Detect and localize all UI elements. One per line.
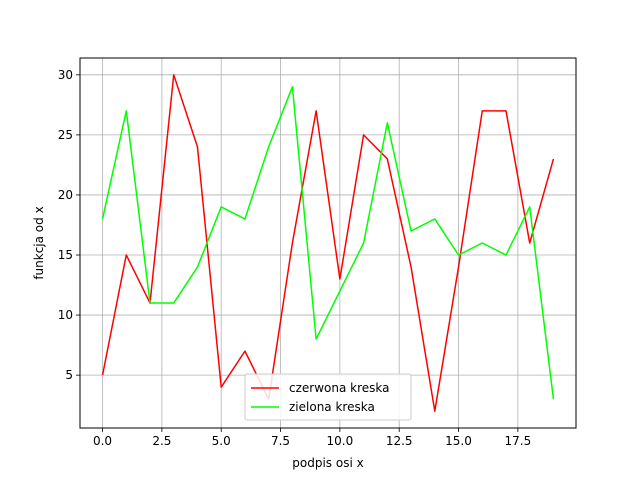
x-tick-label: 2.5 <box>152 434 171 448</box>
x-tick-label: 10.0 <box>327 434 354 448</box>
x-tick-label: 0.0 <box>93 434 112 448</box>
y-tick-label: 20 <box>58 188 73 202</box>
plot-frame <box>79 57 577 429</box>
y-tick-label: 25 <box>58 128 73 142</box>
x-tick-label: 17.5 <box>504 434 531 448</box>
x-tick-label: 7.5 <box>271 434 290 448</box>
x-tick-label: 12.5 <box>386 434 413 448</box>
x-tick-label: 5.0 <box>212 434 231 448</box>
y-axis-label: funkcja od x <box>32 206 46 279</box>
series-lines <box>101 74 555 412</box>
legend-label: zielona kreska <box>289 400 375 414</box>
y-tick-label: 30 <box>58 68 73 82</box>
series-line-2 <box>101 86 555 400</box>
series-line-1 <box>101 74 555 412</box>
legend-box <box>244 373 412 421</box>
y-tick-label: 10 <box>58 308 73 322</box>
legend: czerwona kreska zielona kreska <box>244 373 412 421</box>
axis-ticks: 0.0 2.5 5.0 7.5 10.0 12.5 15.0 17.5 5 10 15 20 25 30 <box>58 68 531 448</box>
x-axis-label: podpis osi x <box>292 456 363 470</box>
y-tick-label: 5 <box>65 368 73 382</box>
y-tick-label: 15 <box>58 248 73 262</box>
legend-label: czerwona kreska <box>289 381 390 395</box>
x-tick-label: 15.0 <box>445 434 472 448</box>
